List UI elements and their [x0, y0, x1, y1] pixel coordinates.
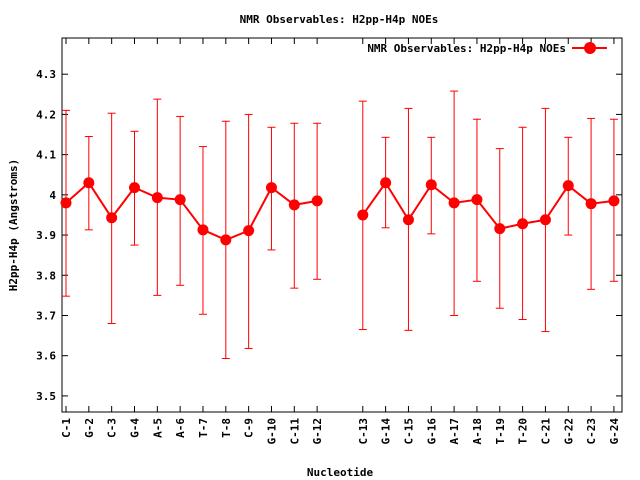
x-tick-label: G-2 — [83, 418, 96, 438]
x-tick-label: G-10 — [265, 418, 278, 445]
data-point — [517, 218, 529, 230]
x-tick-label: C-11 — [288, 418, 301, 445]
data-point — [311, 195, 323, 207]
x-tick-label: C-13 — [357, 418, 370, 445]
x-tick-label: C-23 — [585, 418, 598, 445]
x-axis: C-1 G-2 C-3 G-4 A-5 A-6 T-7 T-8 C-9 G-10 C-11 G-12 C… — [60, 38, 621, 445]
chart-title: NMR Observables: H2pp-H4p NOEs — [240, 13, 439, 26]
data-point — [608, 195, 620, 207]
x-tick-label: G-22 — [562, 418, 575, 445]
plot-frame — [61, 37, 623, 413]
data-point — [357, 209, 369, 221]
y-tick-label: 3.9 — [36, 229, 56, 242]
data-point — [448, 197, 460, 209]
data-point — [60, 197, 72, 209]
y-tick-label: 3.7 — [36, 309, 56, 322]
data-point — [220, 234, 232, 246]
data-point — [243, 225, 255, 237]
series-layer — [60, 90, 620, 360]
data-point — [151, 192, 163, 204]
x-tick-label: G-24 — [608, 418, 621, 445]
x-axis-label: Nucleotide — [307, 466, 374, 479]
data-point — [471, 194, 483, 206]
data-point — [380, 177, 392, 189]
data-point — [402, 214, 414, 226]
x-tick-label: T-20 — [517, 418, 530, 445]
data-point — [562, 180, 574, 192]
data-point — [425, 179, 437, 191]
x-tick-label: G-4 — [128, 418, 141, 438]
data-point — [265, 182, 277, 194]
data-point — [585, 198, 597, 210]
x-tick-label: G-14 — [380, 418, 393, 445]
x-tick-label: T-8 — [220, 418, 233, 438]
x-tick-label: A-17 — [448, 418, 461, 445]
data-point — [128, 182, 140, 194]
y-tick-label: 4 — [49, 189, 56, 202]
data-point — [197, 224, 209, 236]
data-point — [106, 212, 118, 224]
x-tick-label: G-12 — [311, 418, 324, 445]
y-axis: 3.5 3.6 3.7 3.8 3.9 4 4.1 4.2 4.3 — [36, 68, 622, 403]
x-tick-label: T-19 — [494, 418, 507, 445]
y-axis-label: H2pp-H4p (Angstroms) — [7, 159, 20, 291]
x-tick-label: G-16 — [425, 418, 438, 445]
x-tick-label: C-1 — [60, 418, 73, 438]
x-tick-label: C-15 — [402, 418, 415, 445]
data-point — [83, 177, 95, 189]
x-tick-label: C-21 — [539, 418, 552, 445]
y-tick-label: 3.5 — [36, 390, 56, 403]
y-tick-label: 4.3 — [36, 68, 56, 81]
series-line — [65, 181, 318, 241]
data-point — [494, 223, 506, 235]
x-tick-label: A-5 — [151, 418, 164, 438]
x-tick-label: A-18 — [471, 418, 484, 445]
x-tick-label: C-3 — [106, 418, 119, 438]
x-tick-label: T-7 — [197, 418, 210, 438]
x-tick-label: A-6 — [174, 418, 187, 438]
series-line — [361, 180, 615, 230]
y-tick-label: 4.1 — [36, 149, 56, 162]
y-tick-label: 3.6 — [36, 350, 56, 363]
legend-marker — [584, 42, 596, 54]
y-tick-label: 4.2 — [36, 108, 56, 121]
data-point — [288, 199, 300, 211]
data-point — [174, 194, 186, 206]
y-tick-label: 3.8 — [36, 269, 56, 282]
legend: NMR Observables: H2pp-H4p NOEs — [367, 42, 607, 55]
legend-label: NMR Observables: H2pp-H4p NOEs — [367, 42, 566, 55]
data-point — [539, 214, 551, 226]
x-tick-label: C-9 — [243, 418, 256, 438]
